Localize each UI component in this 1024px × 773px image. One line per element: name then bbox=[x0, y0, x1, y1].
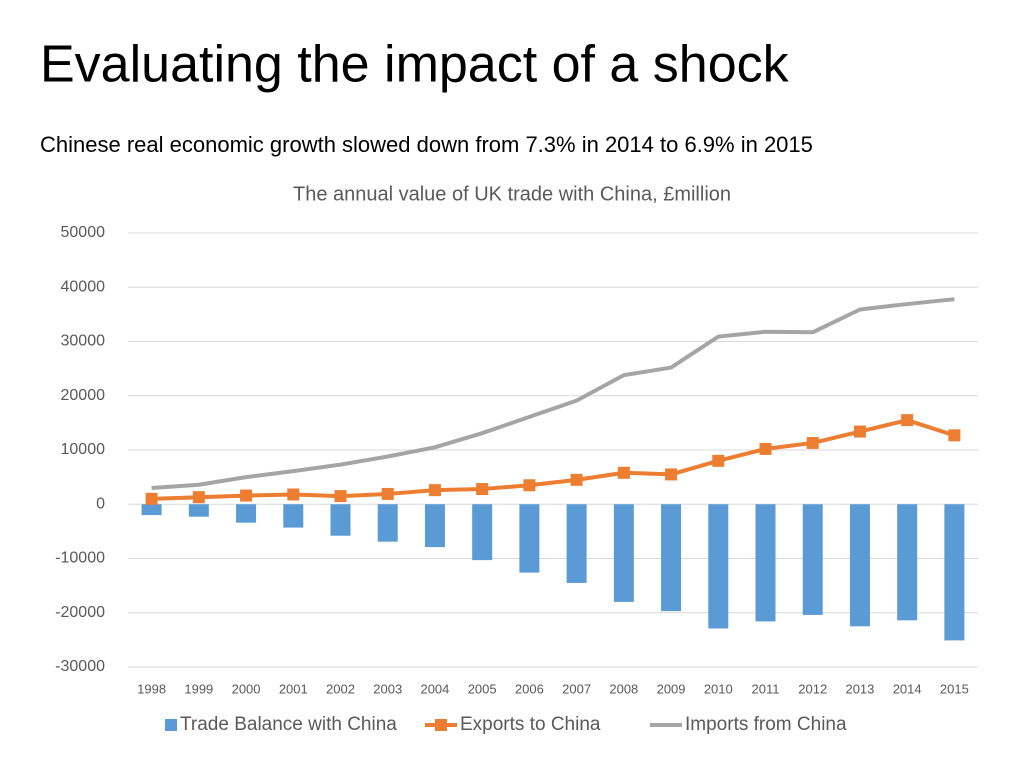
marker bbox=[948, 429, 961, 442]
bar bbox=[236, 504, 257, 523]
marker bbox=[145, 492, 158, 505]
bar bbox=[755, 504, 776, 622]
slide-title: Evaluating the impact of a shock bbox=[40, 36, 790, 94]
bar bbox=[708, 504, 729, 629]
x-tick-label: 2002 bbox=[326, 681, 355, 696]
marker bbox=[192, 491, 205, 504]
chart-title: The annual value of UK trade with China,… bbox=[293, 183, 731, 205]
y-tick-label: 20000 bbox=[61, 387, 106, 404]
bar bbox=[849, 504, 870, 627]
y-tick-label: 0 bbox=[96, 495, 105, 512]
bar bbox=[424, 504, 445, 548]
x-tick-label: 2010 bbox=[704, 681, 733, 696]
marker bbox=[853, 425, 866, 438]
x-tick-label: 2014 bbox=[893, 681, 922, 696]
marker bbox=[570, 473, 583, 486]
x-tick-label: 2000 bbox=[232, 681, 261, 696]
bar bbox=[472, 504, 493, 561]
bar bbox=[944, 504, 965, 641]
bar bbox=[661, 504, 682, 612]
y-tick-label: 30000 bbox=[61, 333, 106, 350]
legend-label: Exports to China bbox=[460, 714, 601, 735]
x-tick-label: 2009 bbox=[657, 681, 686, 696]
bar bbox=[519, 504, 540, 573]
bar bbox=[283, 504, 304, 528]
marker bbox=[901, 414, 914, 427]
y-tick-label: 10000 bbox=[61, 441, 106, 458]
legend-label: Trade Balance with China bbox=[180, 714, 397, 735]
marker bbox=[712, 454, 725, 467]
bar bbox=[188, 504, 209, 517]
y-tick-label: -10000 bbox=[55, 550, 105, 567]
x-tick-label: 2008 bbox=[609, 681, 638, 696]
marker bbox=[617, 466, 630, 479]
x-tick-label: 2011 bbox=[752, 681, 780, 696]
x-tick-label: 2004 bbox=[420, 681, 449, 696]
x-tick-label: 2012 bbox=[798, 681, 827, 696]
y-tick-label: -20000 bbox=[55, 604, 105, 621]
legend-swatch bbox=[165, 719, 177, 731]
x-tick-label: 2005 bbox=[468, 681, 497, 696]
y-tick-label: 50000 bbox=[61, 224, 106, 241]
line bbox=[151, 418, 956, 501]
legend-marker bbox=[435, 719, 447, 731]
bar bbox=[566, 504, 587, 583]
marker bbox=[665, 468, 678, 481]
marker bbox=[476, 483, 489, 496]
line bbox=[151, 297, 955, 490]
legend-label: Imports from China bbox=[685, 714, 847, 735]
slide-subtitle: Chinese real economic growth slowed down… bbox=[40, 132, 813, 157]
x-tick-label: 2007 bbox=[562, 681, 591, 696]
y-tick-label: -30000 bbox=[55, 658, 105, 675]
bar bbox=[330, 504, 351, 536]
x-tick-label: 2015 bbox=[940, 681, 969, 696]
x-tick-label: 2006 bbox=[515, 681, 544, 696]
marker bbox=[523, 479, 536, 492]
marker bbox=[381, 487, 394, 500]
x-tick-label: 1999 bbox=[184, 681, 213, 696]
bar bbox=[141, 504, 162, 516]
y-tick-label: 40000 bbox=[61, 278, 106, 295]
marker bbox=[806, 436, 819, 449]
marker bbox=[287, 488, 300, 501]
bar bbox=[613, 504, 634, 602]
marker bbox=[428, 484, 441, 497]
marker bbox=[240, 489, 253, 502]
x-tick-label: 2013 bbox=[845, 681, 874, 696]
x-tick-label: 1998 bbox=[137, 681, 166, 696]
marker bbox=[759, 442, 772, 455]
x-tick-label: 2003 bbox=[373, 681, 402, 696]
bar bbox=[897, 504, 918, 621]
bar bbox=[802, 504, 823, 615]
bar bbox=[377, 504, 398, 542]
x-tick-label: 2001 bbox=[279, 681, 308, 696]
marker bbox=[334, 490, 347, 503]
